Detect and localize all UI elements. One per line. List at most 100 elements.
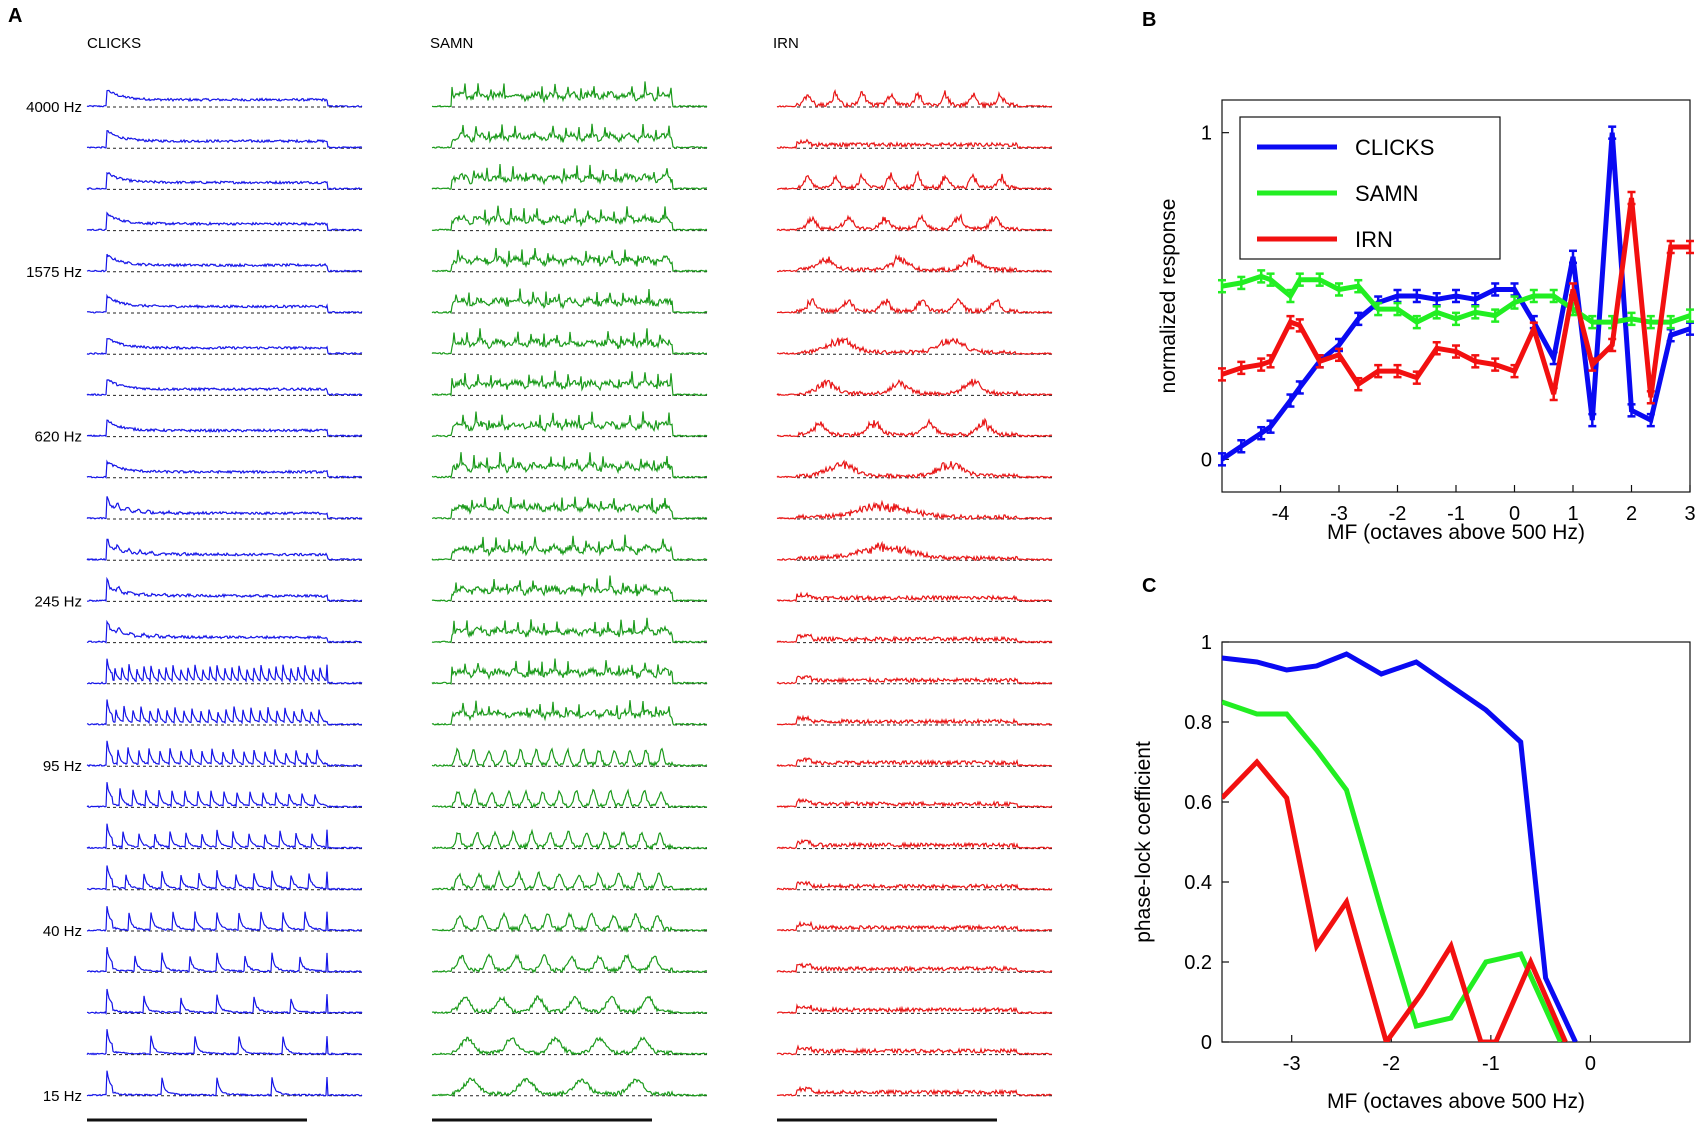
psth-row-irn <box>776 838 1053 850</box>
legend: CLICKS SAMN IRN <box>1239 116 1501 260</box>
psth-trace-irn <box>776 962 1053 974</box>
y-tick-label: 0.8 <box>1184 712 1212 734</box>
frequency-label: 245 Hz <box>34 593 82 610</box>
data-point-irn <box>1266 354 1275 369</box>
psth-trace-samn <box>431 81 708 108</box>
psth-row-samn <box>431 328 707 356</box>
psth-trace-irn <box>776 591 1052 603</box>
series-line-clicks <box>1222 651 1578 1042</box>
psth-trace-irn <box>776 88 1053 110</box>
psth-row-clicks <box>86 988 363 1016</box>
data-point-irn <box>1412 370 1421 385</box>
data-point-clicks <box>1218 452 1226 467</box>
x-tick-label: 1 <box>1567 503 1578 525</box>
psth-trace-samn <box>431 1077 708 1098</box>
data-point-samn <box>1471 305 1480 320</box>
psth-row-clicks <box>86 171 363 191</box>
psth-row-clicks <box>86 947 363 974</box>
psth-trace-clicks <box>86 253 363 273</box>
x-tick-label: -4 <box>1272 503 1290 525</box>
psth-trace-clicks <box>86 419 363 438</box>
psth-row-clicks <box>86 253 363 273</box>
legend-label-clicks: CLICKS <box>1355 135 1434 160</box>
psth-trace-clicks <box>86 1029 363 1056</box>
psth-trace-samn <box>431 869 708 891</box>
psth-trace-irn <box>776 797 1053 809</box>
psth-row-samn <box>431 534 708 562</box>
psth-row-samn <box>431 700 708 726</box>
data-point-irn <box>1432 341 1441 356</box>
data-point-samn <box>1286 288 1295 304</box>
psth-trace-irn <box>776 675 1053 685</box>
data-point-samn <box>1510 295 1519 310</box>
psth-row-clicks <box>86 538 363 562</box>
data-point-irn <box>1686 239 1694 255</box>
psth-row-irn <box>776 297 1053 315</box>
psth-trace-samn <box>431 1036 708 1057</box>
psth-row-irn <box>776 459 1053 480</box>
psth-row-samn <box>431 869 708 891</box>
data-point-samn <box>1588 314 1597 330</box>
x-tick-label: -3 <box>1330 503 1348 525</box>
psth-trace-samn <box>431 163 708 191</box>
psth-row-irn <box>776 1085 1053 1097</box>
psth-trace-irn <box>776 253 1052 274</box>
plot-frame-c <box>1221 641 1691 1043</box>
psth-trace-irn <box>776 1003 1053 1015</box>
data-point-irn <box>1608 337 1617 353</box>
psth-row-irn <box>776 378 1053 398</box>
data-point-irn <box>1646 390 1655 405</box>
y-tick-label: 0.6 <box>1184 792 1212 814</box>
x-tick-label: -1 <box>1482 1053 1500 1075</box>
psth-trace-irn <box>776 499 1052 520</box>
psth-trace-clicks <box>86 538 363 562</box>
psth-trace-samn <box>431 328 707 356</box>
psth-row-samn <box>431 1077 708 1098</box>
psth-trace-irn <box>776 138 1053 150</box>
psth-row-samn <box>431 247 708 273</box>
psth-row-clicks <box>86 379 363 397</box>
panel-b-normalized-response: -4 -3 -2 -1 0 1 2 3 0 1 MF (octaves above 500 Hz)… <box>1157 99 1696 544</box>
psth-trace-clicks <box>86 293 363 314</box>
data-point-irn <box>1569 282 1577 297</box>
psth-row-irn <box>777 170 1053 191</box>
series-line-irn <box>1222 758 1568 1042</box>
psth-row-samn <box>431 747 708 769</box>
data-point-irn <box>1295 318 1304 333</box>
x-tick-label: -1 <box>1447 503 1465 525</box>
psth-row-irn <box>776 417 1053 439</box>
psth-trace-clicks <box>86 379 363 397</box>
psth-trace-samn <box>431 496 708 520</box>
psth-row-clicks <box>87 576 363 603</box>
panel-label-c: C <box>1142 575 1156 597</box>
psth-row-clicks <box>86 1070 363 1097</box>
c-x-axis-label: MF (octaves above 500 Hz) <box>1327 1090 1585 1113</box>
data-point-samn <box>1295 272 1304 287</box>
psth-row-samn <box>431 411 708 438</box>
data-point-clicks <box>1588 412 1597 428</box>
psth-trace-samn <box>431 828 708 851</box>
psth-row-irn <box>776 591 1052 603</box>
psth-row-samn <box>431 1036 708 1057</box>
data-point-samn <box>1412 314 1421 330</box>
psth-trace-clicks <box>86 740 363 768</box>
psth-trace-irn <box>776 880 1053 891</box>
psth-row-irn <box>776 920 1053 932</box>
frequency-label: 95 Hz <box>43 758 82 775</box>
data-point-samn <box>1257 269 1266 284</box>
data-point-irn <box>1218 367 1226 382</box>
psth-row-irn <box>776 336 1053 356</box>
psth-trace-clicks <box>86 337 363 356</box>
psth-trace-samn <box>431 787 708 809</box>
psth-row-clicks <box>86 740 363 768</box>
psth-row-irn <box>776 714 1053 726</box>
x-tick-label: -3 <box>1283 1053 1301 1075</box>
b-x-axis-label: MF (octaves above 500 Hz) <box>1327 521 1585 544</box>
data-point-clicks <box>1412 288 1421 304</box>
data-point-clicks <box>1257 425 1266 441</box>
psth-row-clicks <box>86 782 362 809</box>
psth-trace-samn <box>431 370 708 397</box>
psth-trace-clicks <box>86 947 363 974</box>
data-point-irn <box>1286 314 1295 330</box>
psth-row-samn <box>431 995 708 1016</box>
